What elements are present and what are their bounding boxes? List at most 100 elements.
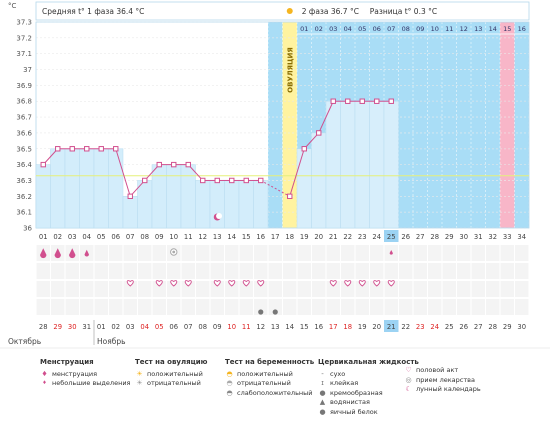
symbol-cell xyxy=(500,299,514,315)
calendar-date-label: 29 xyxy=(53,323,62,331)
symbol-cell xyxy=(225,299,239,315)
symbol-cell xyxy=(65,299,79,315)
legend-cervical: Цервикальная жидкость - сухо ɪ клейкая ● кр… xyxy=(318,358,419,416)
symbol-cell xyxy=(515,299,529,315)
symbol-cell xyxy=(341,245,355,261)
calendar-date-label: 30 xyxy=(68,323,77,331)
cycle-day-label: 11 xyxy=(184,233,193,241)
symbol-cell xyxy=(268,263,282,279)
top-day-label: 05 xyxy=(358,25,366,33)
temp-bar xyxy=(354,100,370,229)
top-day-label: 01 xyxy=(300,25,308,33)
symbol-cell xyxy=(341,263,355,279)
test-positive-icon: ◓ xyxy=(226,369,233,378)
temp-bar xyxy=(108,148,124,229)
test-negative-icon: ◓ xyxy=(226,379,233,387)
symbol-cell xyxy=(297,245,311,261)
symbol-cell xyxy=(268,299,282,315)
symbol-cell xyxy=(225,281,239,297)
symbol-cell xyxy=(138,245,152,261)
symbol-cell xyxy=(80,299,94,315)
symbol-cell xyxy=(486,299,500,315)
cycle-day-label: 07 xyxy=(126,233,135,241)
y-tick-label: 36 xyxy=(23,225,32,233)
temperature-difference: Разница t° 0.3 °C xyxy=(370,7,437,16)
y-unit: °C xyxy=(8,2,17,10)
y-tick-label: 36.4 xyxy=(16,161,32,169)
symbol-cell xyxy=(442,299,456,315)
symbol-cell xyxy=(326,281,340,297)
symbol-cell xyxy=(341,281,355,297)
symbol-cell xyxy=(51,281,65,297)
highlight-cell xyxy=(384,230,399,242)
empty-day-column xyxy=(268,22,283,228)
symbol-cell xyxy=(283,245,297,261)
temp-point xyxy=(214,177,220,184)
temp-point xyxy=(287,193,293,200)
symbol-cell xyxy=(65,281,79,297)
calendar-date-label: 19 xyxy=(358,323,367,331)
symbol-cell xyxy=(283,299,297,315)
symbol-cell xyxy=(326,299,340,315)
calendar-date-label: 07 xyxy=(184,323,193,331)
cycle-day-label: 25 xyxy=(387,233,396,241)
symbol-cell xyxy=(268,245,282,261)
symbol-cell xyxy=(109,245,123,261)
symbol-cell xyxy=(500,281,514,297)
ovulation-column xyxy=(282,22,297,228)
heart-icon xyxy=(184,280,192,287)
symbol-cell xyxy=(239,299,253,315)
cycle-day-label: 21 xyxy=(329,233,338,241)
calendar-date-label: 15 xyxy=(300,323,309,331)
temp-point xyxy=(229,177,235,184)
top-day-label: 15 xyxy=(503,25,511,33)
y-tick-label: 37.3 xyxy=(16,19,32,27)
legend-pregnancy-test: Тест на беременность ◓ положительный ◓ отр… xyxy=(225,358,315,397)
symbol-cell xyxy=(457,245,471,261)
temp-segment xyxy=(260,180,290,197)
symbol-cell xyxy=(225,263,239,279)
month-label-october: Октябрь xyxy=(8,337,41,346)
heart-icon xyxy=(228,280,236,287)
heart-icon: ♡ xyxy=(405,366,412,374)
symbol-cell xyxy=(297,299,311,315)
moon-icon-mask xyxy=(216,213,223,219)
egg-white-icon: ● xyxy=(319,407,326,416)
symbol-cell xyxy=(399,245,413,261)
temp-bar xyxy=(50,148,66,229)
heart-icon xyxy=(126,280,134,287)
symbol-cell xyxy=(80,263,94,279)
symbol-cell xyxy=(36,281,50,297)
temp-point xyxy=(330,98,336,104)
symbol-cell xyxy=(167,299,181,315)
temp-point xyxy=(200,177,206,184)
top-day-label: 06 xyxy=(373,25,381,33)
creamy-icon: ● xyxy=(319,388,326,397)
sun-icon xyxy=(286,8,293,14)
temp-bar xyxy=(137,180,153,229)
cycle-day-label: 22 xyxy=(343,233,352,241)
symbol-cell xyxy=(51,263,65,279)
symbol-cell xyxy=(384,299,398,315)
temp-point xyxy=(301,146,307,152)
symbol-cell xyxy=(109,281,123,297)
dry-icon: - xyxy=(321,369,324,378)
cervical-icon xyxy=(258,309,264,315)
heart-icon xyxy=(329,280,337,287)
calendar-date-label: 01 xyxy=(97,323,106,331)
symbol-cell xyxy=(123,281,137,297)
symbol-cell xyxy=(442,263,456,279)
ovulation-test-dot xyxy=(172,250,176,254)
symbol-cell xyxy=(181,299,195,315)
heart-icon xyxy=(373,280,381,287)
top-day-label: 11 xyxy=(445,25,453,33)
symbol-cell xyxy=(500,245,514,261)
top-day-label: 02 xyxy=(315,25,323,33)
symbol-cell xyxy=(94,299,108,315)
bbt-chart: ОВУЛЯЦИЯ 37.3 37.2 37.1 37 36.9 36.8 36.7 36.6 3… xyxy=(0,1,550,349)
symbol-cell xyxy=(370,263,384,279)
symbol-cell xyxy=(138,299,152,315)
heart-icon xyxy=(242,280,250,287)
symbol-cell xyxy=(196,299,210,315)
symbol-cell xyxy=(326,245,340,261)
